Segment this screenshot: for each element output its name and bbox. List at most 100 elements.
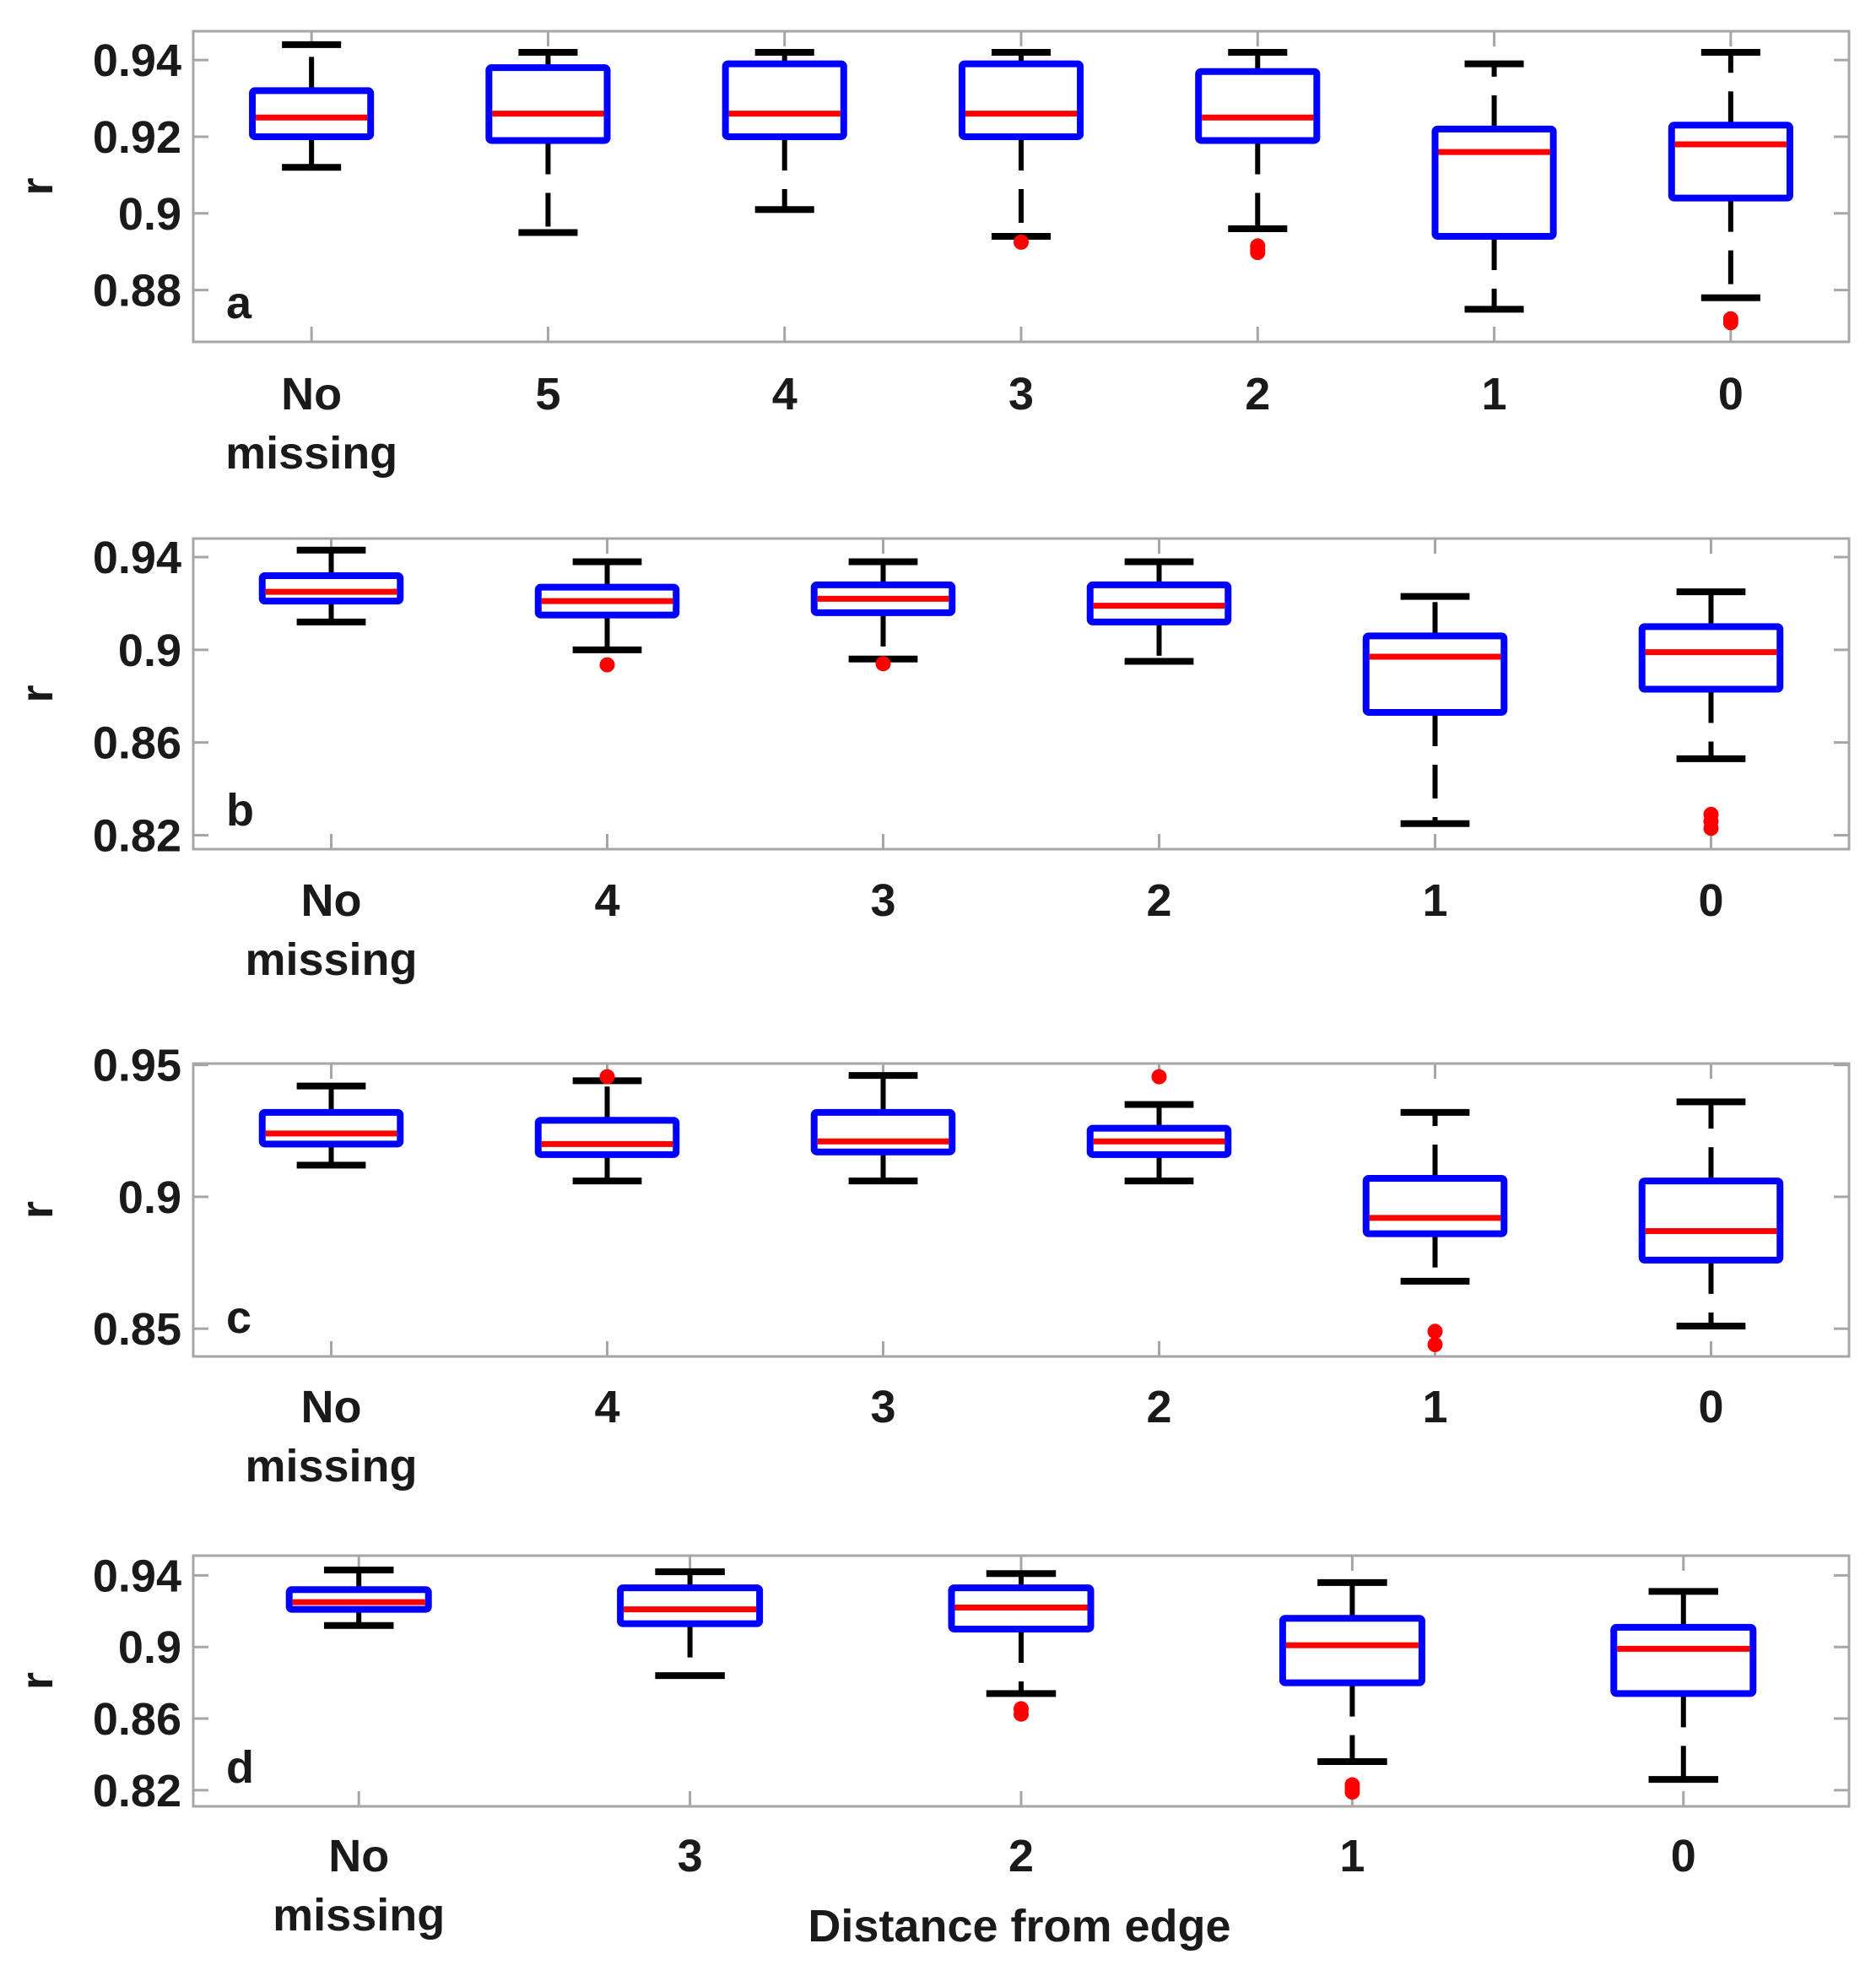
y-tick-label: 0.85 xyxy=(93,1304,181,1355)
panel-a: 0.88 0.9 0.92 0.94 r a No missing 5 4 3 2 1 0 xyxy=(12,30,1851,479)
x-tick-label: No xyxy=(301,1382,362,1432)
x-tick-label: 2 xyxy=(1146,1382,1171,1432)
x-tick-label: 4 xyxy=(594,1382,619,1432)
y-tick-label: 0.94 xyxy=(93,35,181,86)
outlier-point xyxy=(599,1069,615,1085)
box-1: 4 xyxy=(534,1064,680,1432)
x-tick-label: No xyxy=(281,369,342,420)
x-tick-label: 0 xyxy=(1671,1831,1696,1881)
box-2: 3 xyxy=(810,1064,956,1432)
outlier-point xyxy=(875,656,891,672)
outlier-point xyxy=(599,657,615,673)
box-4: 2 xyxy=(1195,31,1321,420)
iqr-box xyxy=(249,87,375,140)
x-tick-label: 0 xyxy=(1698,875,1723,926)
x-tick-label: No xyxy=(328,1831,389,1881)
y-axis-label: r xyxy=(12,1201,62,1219)
box-3: 2 xyxy=(1086,1064,1232,1432)
panel-letter: b xyxy=(226,785,254,836)
x-tick-label: 2 xyxy=(1146,875,1171,926)
box-0: No missing xyxy=(245,539,418,985)
iqr-box xyxy=(1638,1177,1784,1264)
outlier-point xyxy=(1703,820,1719,836)
x-tick-label: 3 xyxy=(678,1831,703,1881)
iqr-box xyxy=(617,1584,764,1627)
box-2: 2 xyxy=(948,1556,1095,1881)
iqr-box xyxy=(1195,68,1321,144)
axes-frame xyxy=(192,1062,1851,1358)
x-tick-label: 1 xyxy=(1422,875,1447,926)
box-3: 2 xyxy=(1086,539,1232,926)
iqr-box xyxy=(1279,1615,1425,1686)
x-tick-label: missing xyxy=(225,428,397,479)
y-tick-label: 0.94 xyxy=(93,1551,181,1601)
panel-b: 0.82 0.86 0.9 0.94 r b No missing 4 3 2 1 0 xyxy=(12,533,1851,985)
box-0: No missing xyxy=(273,1556,445,1941)
y-tick-label: 0.86 xyxy=(93,1694,181,1745)
box-5: 0 xyxy=(1638,539,1784,926)
box-1: 5 xyxy=(485,31,611,420)
x-tick-label: 1 xyxy=(1339,1831,1365,1881)
x-tick-label: 3 xyxy=(1008,369,1034,420)
x-tick-label: 4 xyxy=(594,875,619,926)
x-tick-label: 1 xyxy=(1422,1382,1447,1432)
x-tick-label: 3 xyxy=(870,875,895,926)
x-tick-label: No xyxy=(301,875,362,926)
box-3: 1 xyxy=(1279,1556,1425,1881)
y-tick-label: 0.82 xyxy=(93,811,181,862)
iqr-box xyxy=(1610,1623,1757,1697)
x-tick-label: missing xyxy=(273,1890,445,1941)
box-2: 3 xyxy=(810,539,956,926)
y-tick-label: 0.88 xyxy=(93,266,181,317)
x-tick-label: 2 xyxy=(1008,1831,1034,1881)
y-tick-label: 0.82 xyxy=(93,1766,181,1816)
outlier-point xyxy=(1427,1324,1443,1340)
box-1: 4 xyxy=(534,539,680,926)
x-tick-label: 0 xyxy=(1698,1382,1723,1432)
iqr-box xyxy=(534,1117,680,1158)
outlier-point xyxy=(1722,315,1738,331)
iqr-box xyxy=(258,571,404,605)
iqr-box xyxy=(722,60,847,140)
box-4: 1 xyxy=(1362,539,1508,926)
iqr-box xyxy=(958,60,1084,140)
iqr-box xyxy=(810,1108,956,1156)
y-tick-label: 0.9 xyxy=(118,189,181,240)
y-tick-label: 0.9 xyxy=(118,1622,181,1673)
y-axis-label: r xyxy=(12,177,62,195)
box-0: No missing xyxy=(245,1064,418,1491)
outlier-point xyxy=(1344,1784,1360,1800)
box-1: 3 xyxy=(617,1556,764,1881)
box-3: 3 xyxy=(958,31,1084,420)
outlier-point xyxy=(1014,1706,1029,1722)
x-tick-label: 0 xyxy=(1718,369,1744,420)
y-tick-label: 0.9 xyxy=(118,625,181,676)
iqr-box xyxy=(258,1108,404,1148)
outlier-point xyxy=(1014,234,1029,250)
box-6: 0 xyxy=(1668,31,1793,420)
panel-letter: d xyxy=(226,1742,254,1793)
x-tick-label: 5 xyxy=(535,369,560,420)
y-tick-label: 0.95 xyxy=(93,1041,181,1091)
panel-c: 0.85 0.9 0.95 r c No missing 4 3 2 1 0 xyxy=(12,1041,1851,1491)
outlier-point xyxy=(1151,1069,1167,1085)
y-axis-label: r xyxy=(12,685,62,702)
iqr-box xyxy=(1668,122,1793,202)
iqr-box xyxy=(1638,623,1784,693)
box-4: 0 xyxy=(1610,1556,1757,1881)
iqr-box xyxy=(1362,1174,1508,1237)
x-tick-label: 4 xyxy=(772,369,797,420)
box-5: 1 xyxy=(1431,31,1557,420)
y-tick-label: 0.9 xyxy=(118,1172,181,1223)
panel-d: 0.82 0.86 0.9 0.94 r d No missing 3 2 1 0 xyxy=(12,1551,1851,1941)
panel-letter: a xyxy=(226,278,252,328)
axes-frame xyxy=(192,537,1851,851)
x-tick-label: missing xyxy=(245,1441,417,1491)
x-tick-label: 1 xyxy=(1482,369,1507,420)
box-4: 1 xyxy=(1362,1064,1508,1432)
box-2: 4 xyxy=(722,31,847,420)
box-5: 0 xyxy=(1638,1064,1784,1432)
y-tick-label: 0.92 xyxy=(93,112,181,163)
